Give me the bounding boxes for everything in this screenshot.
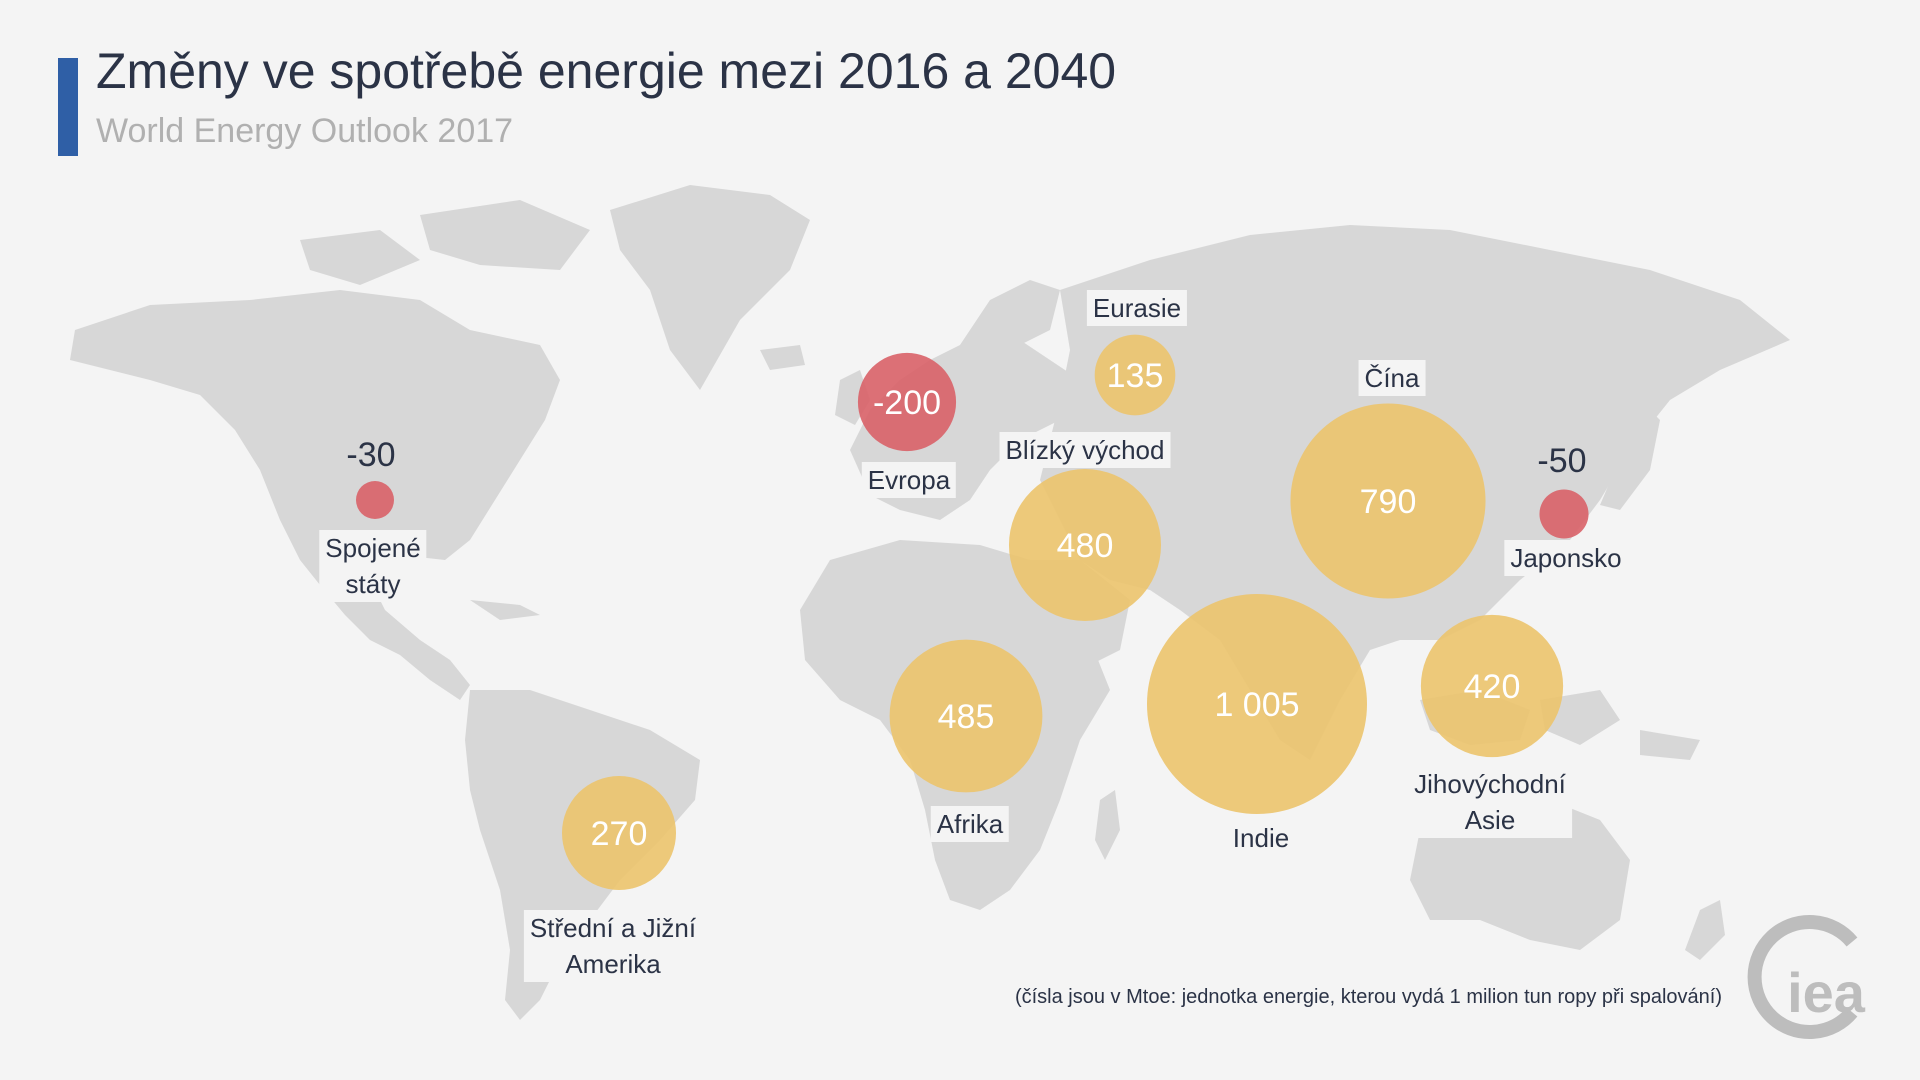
land-masses [70, 185, 1790, 1020]
china-label: Čína [1358, 360, 1426, 396]
eurasia-label: Eurasie [1086, 290, 1188, 326]
mideast-label: Blízký východ [999, 432, 1171, 468]
latam-bubble [561, 775, 677, 891]
iea-logo-text: iea [1787, 961, 1866, 1024]
china-bubble [1290, 403, 1486, 599]
usa-label: Spojené státy [319, 530, 427, 602]
title-accent-bar [58, 58, 78, 156]
africa-label: Afrika [930, 806, 1010, 842]
bubble-layer: 270 -200 135 480 485 1 005 790 420 [355, 334, 1589, 891]
sea-bubble [1420, 614, 1564, 758]
latam-bubble-value: 270 [591, 815, 648, 853]
japan-shape [1600, 400, 1660, 510]
sea-bubble-value: 420 [1464, 668, 1521, 706]
latam-label: Střední a Jižní Amerika [523, 910, 703, 982]
europe-bubble-value: -200 [873, 384, 941, 422]
japan-label: Japonsko [1504, 540, 1628, 576]
eurasia-bubble [1094, 334, 1176, 416]
africa-bubble-value: 485 [938, 698, 995, 736]
europe-label: Evropa [861, 462, 957, 498]
eurasia-bubble-value: 135 [1107, 357, 1164, 395]
page-title: Změny ve spotřebě energie mezi 2016 a 20… [96, 43, 1117, 99]
japan-value: -50 [1537, 442, 1587, 480]
page-subtitle: World Energy Outlook 2017 [96, 112, 514, 150]
sea-label-line1: Jihovýchodní [1414, 769, 1566, 799]
footnote: (čísla jsou v Mtoe: jednotka energie, kt… [1014, 986, 1722, 1008]
latam-label-line1: Střední a Jižní [529, 913, 697, 943]
europe-bubble [857, 352, 957, 452]
africa-bubble [889, 639, 1043, 793]
india-bubble [1147, 594, 1367, 814]
north-america-shape [70, 290, 560, 700]
greenland-shape [610, 185, 810, 390]
usa-value: -30 [346, 436, 396, 474]
india-bubble-value: 1 005 [1214, 686, 1299, 724]
china-bubble-value: 790 [1360, 483, 1417, 521]
sea-label: Jihovýchodní Asie [1408, 766, 1572, 838]
latam-label-line2: Amerika [565, 949, 661, 979]
usa-label-line1: Spojené [325, 533, 421, 563]
usa-bubble [355, 480, 395, 520]
sea-label-line2: Asie [1464, 805, 1516, 835]
japan-bubble [1539, 489, 1589, 539]
mideast-bubble-value: 480 [1057, 527, 1114, 565]
usa-label-line2: státy [345, 569, 401, 599]
mideast-bubble [1008, 468, 1162, 622]
iea-logo-icon: iea [1747, 915, 1866, 1039]
india-label: Indie [1226, 820, 1296, 856]
arctic-islands-shape [420, 200, 590, 270]
